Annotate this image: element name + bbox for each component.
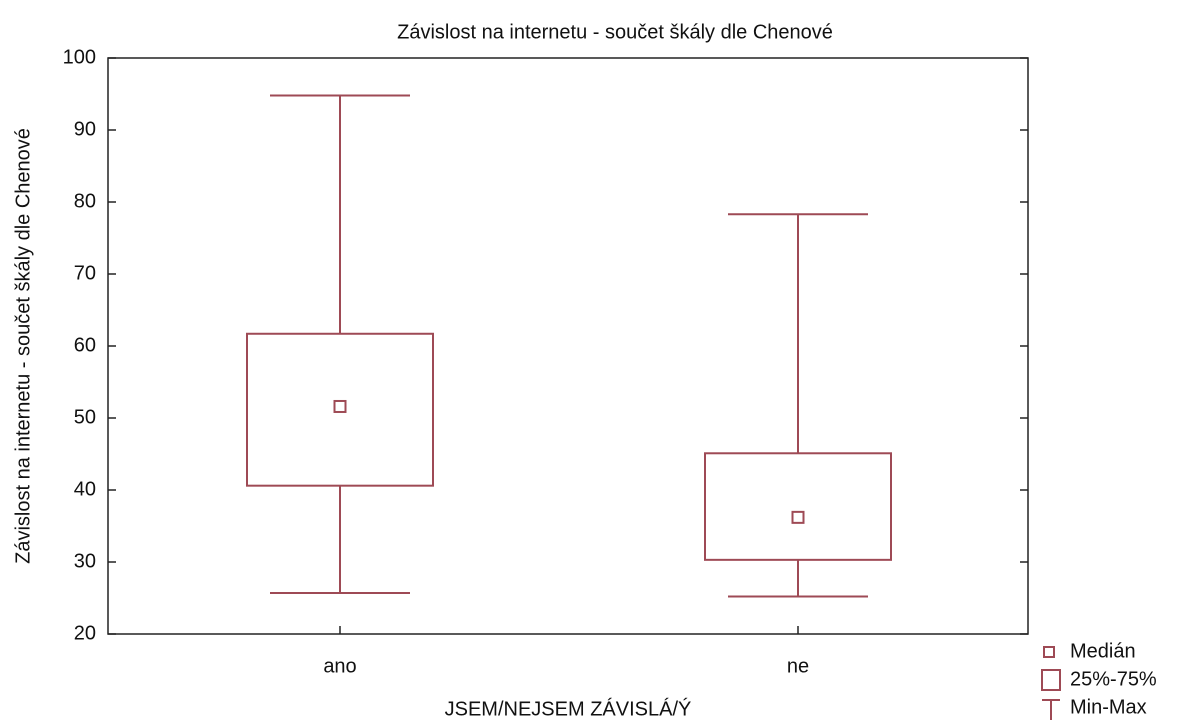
legend-median-icon [1043, 646, 1055, 658]
box [246, 332, 434, 487]
legend-label: Medián [1070, 640, 1136, 662]
legend-label: Min-Max [1070, 696, 1147, 718]
y-tick-label: 30 [74, 550, 96, 572]
y-tick-label: 20 [74, 622, 96, 644]
y-axis-label: Závislost na internetu - součet škály dl… [12, 128, 34, 564]
y-tick-label: 50 [74, 406, 96, 428]
y-tick-label: 70 [74, 262, 96, 284]
x-tick-label: ano [323, 655, 356, 677]
y-tick-label: 60 [74, 334, 96, 356]
median-marker [791, 510, 805, 524]
legend-whisker-icon [1042, 699, 1060, 720]
y-tick-label: 40 [74, 478, 96, 500]
legend-label: 25%-75% [1070, 668, 1157, 690]
y-tick-label: 100 [63, 46, 96, 68]
y-tick-label: 90 [74, 118, 96, 140]
x-axis-label: JSEM/NEJSEM ZÁVISLÁ/Ý [445, 697, 692, 720]
median-marker [333, 399, 347, 413]
box [704, 452, 892, 561]
legend-box-icon [1041, 669, 1061, 691]
x-tick-label: ne [787, 655, 809, 677]
chart-title: Závislost na internetu - součet škály dl… [397, 21, 833, 43]
y-tick-label: 80 [74, 190, 96, 212]
